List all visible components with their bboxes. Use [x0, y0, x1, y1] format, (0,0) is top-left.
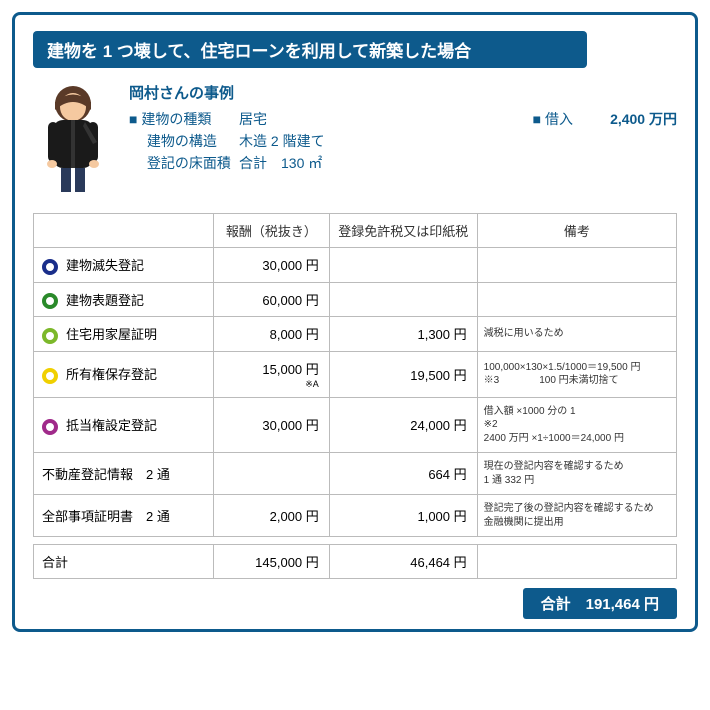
- total-label: 合計: [34, 545, 214, 579]
- row-note: 減税に用いるため: [477, 317, 676, 352]
- col-3: 備考: [477, 214, 676, 248]
- table-row: 建物滅失登記 30,000 円: [34, 248, 677, 283]
- total-tax: 46,464 円: [329, 545, 477, 579]
- circle-icon: [42, 293, 58, 309]
- row-note: 現在の登記内容を確認するため1 通 332 円: [477, 453, 676, 495]
- card-title: 建物を 1 つ壊して、住宅ローンを利用して新築した場合: [33, 31, 587, 68]
- fee-table: 報酬（税抜き） 登録免許税又は印紙税 備考 建物滅失登記30,000 円建物表題…: [33, 213, 677, 579]
- row-fee: 15,000 円※A: [214, 351, 330, 397]
- row-note: 100,000×130×1.5/1000＝19,500 円※3 100 円未満切…: [477, 351, 676, 397]
- row-tax: 1,300 円: [329, 317, 477, 352]
- table-header-row: 報酬（税抜き） 登録免許税又は印紙税 備考: [34, 214, 677, 248]
- row-tax: 24,000 円: [329, 397, 477, 453]
- grand-total: 合計 191,464 円: [523, 588, 677, 619]
- case-section: 岡村さんの事例 ■ 建物の種類 居宅 ■ 借入 2,400 万円 建物の構造 木…: [33, 82, 677, 197]
- col-1: 報酬（税抜き）: [214, 214, 330, 248]
- grand-value: 191,464 円: [586, 596, 659, 613]
- col-0: [34, 214, 214, 248]
- row-name-text: 所有権保存登記: [66, 367, 157, 382]
- total-fee: 145,000 円: [214, 545, 330, 579]
- table-row: 全部事項証明書 2 通 2,000 円1,000 円登記完了後の登記内容を確認する…: [34, 495, 677, 537]
- row-fee: 2,000 円: [214, 495, 330, 537]
- row-tax: 1,000 円: [329, 495, 477, 537]
- circle-icon: [42, 368, 58, 384]
- row-name-text: 抵当権設定登記: [66, 418, 157, 433]
- col-2: 登録免許税又は印紙税: [329, 214, 477, 248]
- row-name: 住宅用家屋証明: [34, 317, 214, 352]
- row-name: 建物滅失登記: [34, 248, 214, 283]
- total-row: 合計145,000 円46,464 円: [34, 545, 677, 579]
- case-value-0: 居宅: [239, 109, 369, 129]
- row-note: 登記完了後の登記内容を確認するため 金融機関に提出用: [477, 495, 676, 537]
- case-label-1: 建物の構造: [129, 131, 239, 151]
- grand-label: 合計: [541, 596, 571, 613]
- table-row: 抵当権設定登記 30,000 円24,000 円借入額 ×1000 分の 1※22…: [34, 397, 677, 453]
- row-name: 所有権保存登記: [34, 351, 214, 397]
- row-name: 全部事項証明書 2 通: [34, 495, 214, 537]
- row-name-text: 建物表題登記: [66, 293, 144, 308]
- circle-icon: [42, 259, 58, 275]
- row-name: 建物表題登記: [34, 282, 214, 317]
- case-value-1: 木造 2 階建て: [239, 131, 369, 151]
- row-name: 抵当権設定登記: [34, 397, 214, 453]
- case-label-2: 登記の床面積: [129, 153, 239, 173]
- row-name-text: 不動産登記情報 2 通: [42, 467, 170, 482]
- row-fee: 30,000 円: [214, 248, 330, 283]
- avatar: [33, 82, 113, 197]
- row-fee: 30,000 円: [214, 397, 330, 453]
- circle-icon: [42, 328, 58, 344]
- row-tax: 19,500 円: [329, 351, 477, 397]
- case-value-2: 合計 130 ㎡: [239, 153, 369, 173]
- row-note: [477, 282, 676, 317]
- case-card: 建物を 1 つ壊して、住宅ローンを利用して新築した場合 岡村さんの事例 ■: [12, 12, 698, 632]
- case-name: 岡村さんの事例: [129, 82, 677, 103]
- row-tax: [329, 248, 477, 283]
- row-fee: 60,000 円: [214, 282, 330, 317]
- loan-label: ■ 借入: [369, 109, 587, 129]
- row-note: 借入額 ×1000 分の 1※22400 万円 ×1÷1000＝24,000 円: [477, 397, 676, 453]
- circle-icon: [42, 419, 58, 435]
- row-name: 不動産登記情報 2 通: [34, 453, 214, 495]
- row-tax: 664 円: [329, 453, 477, 495]
- row-tax: [329, 282, 477, 317]
- row-name-text: 全部事項証明書 2 通: [42, 509, 170, 524]
- row-name-text: 住宅用家屋証明: [66, 327, 157, 342]
- row-fee: 8,000 円: [214, 317, 330, 352]
- spacer-row: [34, 537, 677, 545]
- row-name-text: 建物滅失登記: [66, 258, 144, 273]
- row-fee: [214, 453, 330, 495]
- table-row: 不動産登記情報 2 通 664 円現在の登記内容を確認するため1 通 332 円: [34, 453, 677, 495]
- loan-value: 2,400 万円: [587, 109, 677, 129]
- fee-note: ※A: [220, 379, 319, 390]
- row-note: [477, 248, 676, 283]
- case-info: 岡村さんの事例 ■ 建物の種類 居宅 ■ 借入 2,400 万円 建物の構造 木…: [129, 82, 677, 197]
- table-row: 建物表題登記 60,000 円: [34, 282, 677, 317]
- case-label-0: ■ 建物の種類: [129, 109, 239, 129]
- total-note: [477, 545, 676, 579]
- table-row: 住宅用家屋証明 8,000 円1,300 円減税に用いるため: [34, 317, 677, 352]
- table-row: 所有権保存登記 15,000 円※A19,500 円100,000×130×1.5…: [34, 351, 677, 397]
